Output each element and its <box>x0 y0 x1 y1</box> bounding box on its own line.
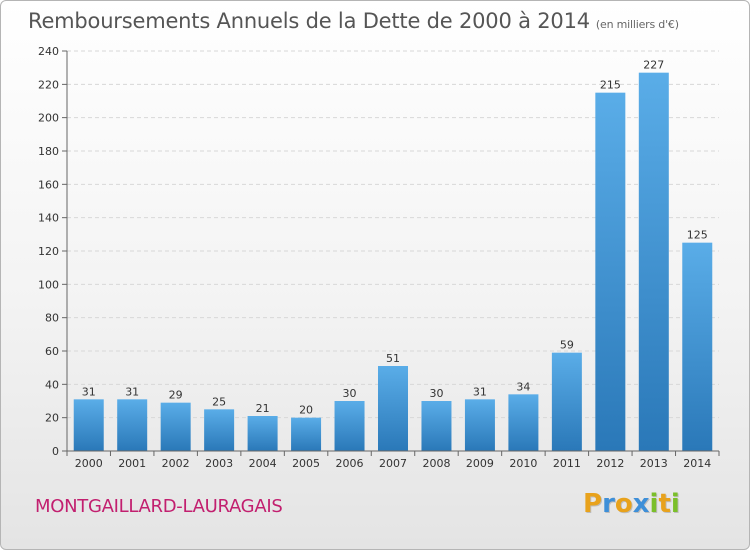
y-tick-label: 120 <box>38 245 59 258</box>
data-label: 20 <box>299 404 313 417</box>
y-tick-label: 180 <box>38 145 59 158</box>
x-tick-label: 2008 <box>422 457 450 470</box>
y-tick-label: 200 <box>38 112 59 125</box>
data-label: 125 <box>687 229 708 242</box>
x-tick-label: 2001 <box>118 457 146 470</box>
bar-2001 <box>117 399 148 451</box>
bar-2002 <box>160 402 191 451</box>
bar-2014 <box>682 242 713 451</box>
x-tick-label: 2012 <box>596 457 624 470</box>
y-tick-label: 80 <box>45 312 59 325</box>
x-tick-label: 2014 <box>683 457 711 470</box>
x-tick-label: 2000 <box>75 457 103 470</box>
x-tick-label: 2013 <box>640 457 668 470</box>
chart-title-text: Remboursements Annuels de la Dette de 20… <box>28 9 590 33</box>
logo-letter: i <box>649 489 659 519</box>
bar-2006 <box>334 401 365 451</box>
data-label: 31 <box>473 385 487 398</box>
x-tick-label: 2007 <box>379 457 407 470</box>
bar-2012 <box>595 92 626 452</box>
x-tick-label: 2002 <box>162 457 190 470</box>
bar-2007 <box>378 366 408 451</box>
bar-2008 <box>421 401 452 451</box>
bar-2000 <box>73 399 104 451</box>
commune-name: MONTGAILLARD-LAURAGAIS <box>35 496 283 517</box>
y-tick-label: 0 <box>52 445 59 458</box>
logo-letter: o <box>614 489 633 519</box>
data-label: 30 <box>343 387 357 400</box>
x-tick-label: 2005 <box>292 457 320 470</box>
bar-2011 <box>551 352 582 451</box>
y-tick-label: 40 <box>45 378 59 391</box>
x-tick-label: 2004 <box>249 457 277 470</box>
data-label: 31 <box>82 385 96 398</box>
chart-title: Remboursements Annuels de la Dette de 20… <box>28 9 679 33</box>
data-label: 34 <box>516 380 530 393</box>
y-tick-label: 140 <box>38 212 59 225</box>
chart-unit: (en milliers d'€) <box>595 18 679 31</box>
x-tick-label: 2009 <box>466 457 494 470</box>
data-label: 59 <box>560 339 574 352</box>
bar-2013 <box>638 72 669 452</box>
data-label: 31 <box>125 385 139 398</box>
data-label: 21 <box>256 402 270 415</box>
x-tick-label: 2003 <box>205 457 233 470</box>
bars: 31 31 29 25 21 20 30 51 30 31 34 59 215 227 125 <box>73 59 713 452</box>
data-label: 215 <box>600 79 621 92</box>
bar-2004 <box>247 416 278 451</box>
data-label: 30 <box>429 387 443 400</box>
data-label: 227 <box>643 59 664 72</box>
data-label: 29 <box>169 389 183 402</box>
y-tick-label: 100 <box>38 278 59 291</box>
y-tick-label: 220 <box>38 78 59 91</box>
bar-2003 <box>204 409 235 451</box>
data-label: 51 <box>386 352 400 365</box>
x-axis: 2000 2001 2002 2003 2004 2005 2006 2007 2008 2009… <box>66 450 720 470</box>
proxiti-logo[interactable]: Proxiti <box>583 489 680 519</box>
logo-letter: t <box>658 489 671 519</box>
logo-letter: P <box>583 489 603 519</box>
bar-2010 <box>508 394 539 451</box>
y-tick-label: 20 <box>45 412 59 425</box>
bar-2009 <box>464 399 495 451</box>
x-tick-label: 2010 <box>509 457 537 470</box>
x-tick-label: 2006 <box>336 457 364 470</box>
logo-letter: i <box>670 489 680 519</box>
y-tick-label: 60 <box>45 345 59 358</box>
logo-letter: x <box>632 489 650 519</box>
y-tick-label: 160 <box>38 178 59 191</box>
bar-2005 <box>291 417 322 451</box>
logo-letter: r <box>602 489 615 519</box>
y-axis: 0 20 40 60 80 100 120 140 160 180 200 220 240 <box>38 45 68 458</box>
x-tick-label: 2011 <box>553 457 581 470</box>
data-label: 25 <box>212 395 226 408</box>
y-tick-label: 240 <box>38 45 59 58</box>
